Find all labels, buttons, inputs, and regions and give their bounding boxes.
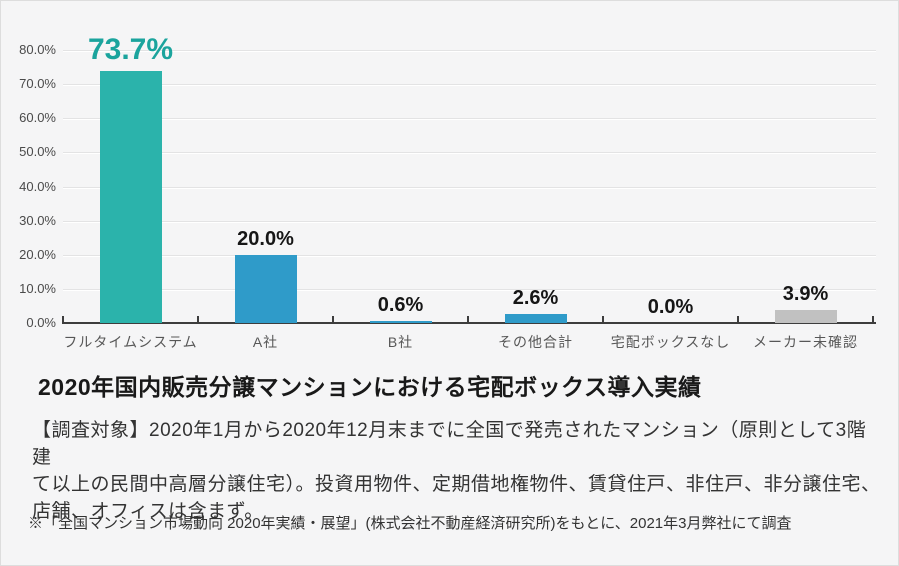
axis-tick [332,316,334,324]
description-line-3: 店舗、オフィスは含まず。 [32,501,264,522]
axis-tick [737,316,739,324]
gridline [63,84,876,86]
survey-scope-description: 【調査対象】2020年1月から2020年12月末までに全国で発売されたマンション… [32,417,882,525]
value-label: 0.6% [377,293,424,316]
gridline [63,186,876,188]
bar [99,71,162,323]
gridline [63,254,876,256]
category-label: A社 [252,334,279,350]
axis-tick [872,316,874,324]
chart-title: 2020年国内販売分譲マンションにおける宅配ボックス導入実績 [38,374,702,400]
bar [234,254,297,323]
gridline [63,152,876,154]
axis-tick [62,316,64,324]
category-label: メーカー未確認 [753,334,858,350]
y-axis-label: 0.0% [26,315,56,330]
y-axis-label: 70.0% [19,76,56,92]
axis-tick [467,316,469,324]
y-axis-label: 50.0% [19,144,56,160]
value-label: 0.0% [647,296,694,318]
value-label: 2.6% [512,287,559,310]
y-axis-label: 10.0% [19,280,56,296]
gridline [63,50,876,51]
value-label: 20.0% [237,227,294,250]
y-axis-label: 40.0% [19,178,56,194]
value-label: 73.7% [87,33,174,67]
category-label: 宅配ボックスなし [610,334,731,350]
y-axis-label: 20.0% [19,246,56,262]
x-axis-line [63,322,876,324]
gridline [63,288,876,290]
category-label: その他合計 [498,334,573,350]
axis-tick [602,316,604,324]
bar [774,309,837,323]
description-line-2: て以上の民間中高層分譲住宅）。投資用物件、定期借地権物件、賃貸住戸、非住戸、非分… [32,474,881,495]
bar [504,314,567,323]
y-axis-label: 60.0% [19,110,56,126]
axis-tick [197,316,199,324]
bar [369,320,432,323]
bar-chart: 0.0% 10.0% 20.0% 30.0% 40.0% 50.0% 60.0% 70.0% 8… [19,33,876,350]
y-axis-label: 30.0% [19,212,56,228]
source-footnote: ※「全国マンション市場動向 2020年実績・展望」(株式会社不動産経済研究所)を… [28,515,792,532]
y-axis-label: 80.0% [19,42,56,57]
value-label: 3.9% [782,282,829,305]
gridline [63,220,876,222]
category-label: フルタイムシステム [63,334,198,350]
category-label: B社 [387,334,414,350]
description-line-1: 【調査対象】2020年1月から2020年12月末までに全国で発売されたマンション… [32,420,867,468]
gridline [63,118,876,120]
